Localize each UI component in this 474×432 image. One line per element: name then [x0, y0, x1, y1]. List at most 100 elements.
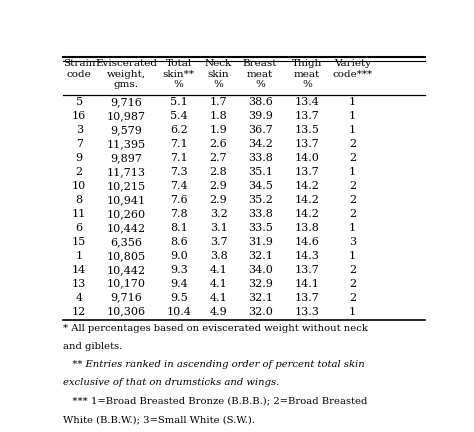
Text: Eviscerated
weight,
gms.: Eviscerated weight, gms. — [95, 60, 157, 89]
Text: 1: 1 — [76, 251, 83, 261]
Text: Variety
code***: Variety code*** — [332, 60, 373, 79]
Text: *** 1=Broad Breasted Bronze (B.B.B.); 2=Broad Breasted: *** 1=Broad Breasted Bronze (B.B.B.); 2=… — [63, 397, 367, 406]
Text: 10,306: 10,306 — [107, 307, 146, 317]
Text: 6.2: 6.2 — [170, 125, 188, 135]
Text: 9.4: 9.4 — [170, 279, 188, 289]
Text: 2: 2 — [349, 181, 356, 191]
Text: 7.1: 7.1 — [170, 153, 188, 163]
Text: 14.2: 14.2 — [295, 181, 319, 191]
Text: 10,442: 10,442 — [107, 265, 146, 275]
Text: 2: 2 — [349, 195, 356, 205]
Text: 12: 12 — [72, 307, 86, 317]
Text: 2: 2 — [349, 265, 356, 275]
Text: 7.6: 7.6 — [170, 195, 188, 205]
Text: 1: 1 — [349, 97, 356, 107]
Text: 15: 15 — [72, 237, 86, 247]
Text: 34.2: 34.2 — [248, 139, 273, 149]
Text: 33.8: 33.8 — [248, 209, 273, 219]
Text: 35.2: 35.2 — [248, 195, 273, 205]
Text: 3.1: 3.1 — [210, 223, 228, 233]
Text: 2: 2 — [349, 279, 356, 289]
Text: 32.1: 32.1 — [248, 292, 273, 303]
Text: 14.1: 14.1 — [295, 279, 319, 289]
Text: 32.0: 32.0 — [248, 307, 273, 317]
Text: 1: 1 — [349, 167, 356, 177]
Text: 2.7: 2.7 — [210, 153, 228, 163]
Text: 13.7: 13.7 — [295, 292, 319, 303]
Text: 14.2: 14.2 — [295, 195, 319, 205]
Text: 34.0: 34.0 — [248, 265, 273, 275]
Text: 6: 6 — [76, 223, 83, 233]
Text: 9,716: 9,716 — [110, 97, 142, 107]
Text: 7.4: 7.4 — [170, 181, 188, 191]
Text: 3.7: 3.7 — [210, 237, 228, 247]
Text: Neck
skin
%: Neck skin % — [205, 60, 232, 89]
Text: Breast
meat
%: Breast meat % — [243, 60, 277, 89]
Text: 1: 1 — [349, 125, 356, 135]
Text: 10,987: 10,987 — [107, 111, 146, 121]
Text: 8.1: 8.1 — [170, 223, 188, 233]
Text: 13.3: 13.3 — [295, 307, 319, 317]
Text: 13.7: 13.7 — [295, 265, 319, 275]
Text: 9.5: 9.5 — [170, 292, 188, 303]
Text: 13: 13 — [72, 279, 86, 289]
Text: 35.1: 35.1 — [248, 167, 273, 177]
Text: 1: 1 — [349, 111, 356, 121]
Text: 9,897: 9,897 — [110, 153, 142, 163]
Text: 31.9: 31.9 — [248, 237, 273, 247]
Text: 5.4: 5.4 — [170, 111, 188, 121]
Text: 1.7: 1.7 — [210, 97, 228, 107]
Text: * All percentages based on eviscerated weight without neck: * All percentages based on eviscerated w… — [63, 324, 368, 333]
Text: 2: 2 — [349, 292, 356, 303]
Text: 13.8: 13.8 — [295, 223, 319, 233]
Text: 9.3: 9.3 — [170, 265, 188, 275]
Text: 11,713: 11,713 — [107, 167, 146, 177]
Text: 7.8: 7.8 — [170, 209, 188, 219]
Text: 2.9: 2.9 — [210, 181, 228, 191]
Text: 14: 14 — [72, 265, 86, 275]
Text: 1: 1 — [349, 251, 356, 261]
Text: exclusive of that on drumsticks and wings.: exclusive of that on drumsticks and wing… — [63, 378, 279, 388]
Text: 9: 9 — [76, 153, 83, 163]
Text: 4.1: 4.1 — [210, 265, 228, 275]
Text: 7.1: 7.1 — [170, 139, 188, 149]
Text: Strain
code: Strain code — [63, 60, 95, 79]
Text: 13.7: 13.7 — [295, 111, 319, 121]
Text: 10,170: 10,170 — [107, 279, 146, 289]
Text: 39.9: 39.9 — [248, 111, 273, 121]
Text: 2: 2 — [76, 167, 83, 177]
Text: 2.6: 2.6 — [210, 139, 228, 149]
Text: 9,716: 9,716 — [110, 292, 142, 303]
Text: 33.8: 33.8 — [248, 153, 273, 163]
Text: 2: 2 — [349, 139, 356, 149]
Text: 10,805: 10,805 — [107, 251, 146, 261]
Text: 10,260: 10,260 — [107, 209, 146, 219]
Text: 34.5: 34.5 — [248, 181, 273, 191]
Text: 10,442: 10,442 — [107, 223, 146, 233]
Text: 10.4: 10.4 — [166, 307, 191, 317]
Text: 32.9: 32.9 — [248, 279, 273, 289]
Text: 5: 5 — [76, 97, 83, 107]
Text: 38.6: 38.6 — [248, 97, 273, 107]
Text: ** Entries ranked in ascending order of percent total skin: ** Entries ranked in ascending order of … — [63, 360, 365, 369]
Text: 4.1: 4.1 — [210, 292, 228, 303]
Text: 10: 10 — [72, 181, 86, 191]
Text: 1: 1 — [349, 307, 356, 317]
Text: 3: 3 — [349, 237, 356, 247]
Text: 9,579: 9,579 — [110, 125, 142, 135]
Text: 2: 2 — [349, 153, 356, 163]
Text: Total
skin**
%: Total skin** % — [163, 60, 195, 89]
Text: 8.6: 8.6 — [170, 237, 188, 247]
Text: 13.7: 13.7 — [295, 139, 319, 149]
Text: and giblets.: and giblets. — [63, 342, 122, 351]
Text: 7.3: 7.3 — [170, 167, 188, 177]
Text: 13.5: 13.5 — [295, 125, 319, 135]
Text: 32.1: 32.1 — [248, 251, 273, 261]
Text: 10,215: 10,215 — [107, 181, 146, 191]
Text: 33.5: 33.5 — [248, 223, 273, 233]
Text: 4: 4 — [76, 292, 83, 303]
Text: 6,356: 6,356 — [110, 237, 142, 247]
Text: 14.6: 14.6 — [295, 237, 319, 247]
Text: 36.7: 36.7 — [248, 125, 273, 135]
Text: 2: 2 — [349, 209, 356, 219]
